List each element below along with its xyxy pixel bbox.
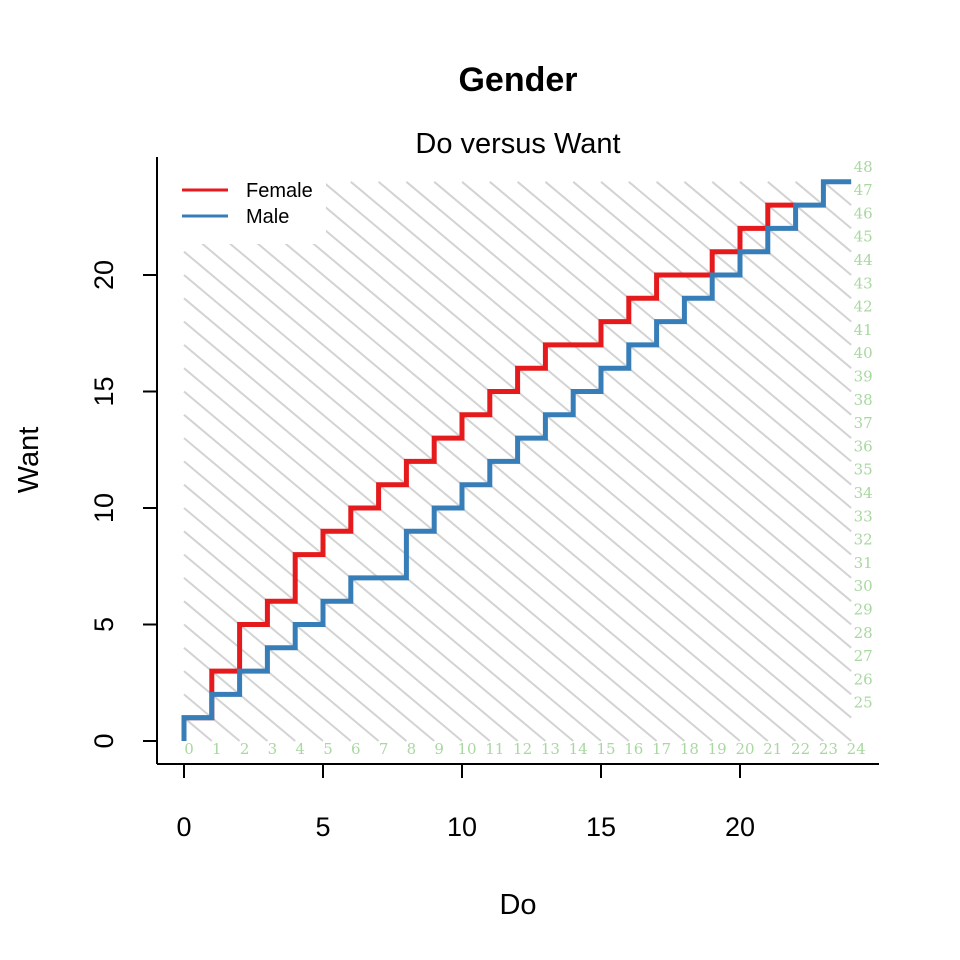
sum-label: 33: [854, 507, 873, 525]
sum-label: 35: [854, 461, 873, 479]
sum-label: 48: [854, 158, 873, 176]
hatch-line: [322, 181, 852, 626]
sum-label: 27: [854, 647, 873, 665]
sum-label: 12: [513, 740, 532, 758]
sum-label: 0: [184, 740, 194, 758]
sum-label: 10: [457, 740, 476, 758]
sum-label: 28: [854, 624, 873, 642]
sum-label: 19: [708, 740, 727, 758]
hatch-line: [183, 716, 213, 742]
sum-label: 23: [819, 740, 838, 758]
hatch-line: [183, 297, 713, 742]
sum-label: 40: [854, 344, 873, 362]
chart-title: Gender: [458, 61, 577, 99]
y-tick-label: 0: [89, 733, 119, 748]
hatch-line: [183, 483, 491, 742]
sum-label: 4: [295, 740, 305, 758]
sum-label: 5: [323, 740, 333, 758]
x-tick-label: 10: [447, 812, 477, 842]
hatch-line: [489, 181, 852, 486]
sum-label: 17: [652, 740, 671, 758]
sum-label: 38: [854, 391, 873, 409]
sum-label: 7: [379, 740, 389, 758]
sum-label: 16: [624, 740, 643, 758]
y-axis-ticks: 0 5 10 15 20: [89, 260, 157, 749]
hatch-line: [767, 181, 852, 253]
sum-label: 9: [434, 740, 444, 758]
sum-label: 15: [596, 740, 615, 758]
sum-label: 22: [791, 740, 810, 758]
sum-label: 41: [854, 321, 873, 339]
hatch-line: [211, 181, 852, 719]
sum-label: 11: [485, 740, 504, 758]
hatch-line: [711, 181, 852, 300]
hatch-line: [822, 181, 852, 206]
hatch-line: [544, 181, 852, 439]
sum-label: 37: [854, 414, 873, 432]
sum-label: 3: [268, 740, 278, 758]
x-tick-label: 15: [586, 812, 616, 842]
x-tick-label: 5: [315, 812, 330, 842]
hatch-line: [183, 204, 825, 742]
sum-label: 34: [854, 484, 873, 502]
hatch-line: [183, 623, 324, 742]
hatch-line: [655, 181, 852, 346]
sum-label: 46: [854, 204, 873, 222]
hatch-line: [183, 670, 269, 742]
hatch-line: [433, 181, 852, 533]
hatch-line: [600, 181, 852, 393]
sum-label: 20: [735, 740, 754, 758]
legend-box: [168, 172, 326, 244]
hatch-line: [183, 437, 547, 742]
sum-label: 30: [854, 577, 873, 595]
x-tick-label: 0: [176, 812, 191, 842]
y-tick-label: 15: [89, 376, 119, 406]
sum-label: 42: [854, 298, 873, 316]
series-layer: [181, 179, 852, 741]
sum-label: 6: [351, 740, 361, 758]
sum-label: 43: [854, 274, 873, 292]
sum-label: 24: [847, 740, 866, 758]
sum-label: 8: [407, 740, 417, 758]
sum-label: 45: [854, 228, 873, 246]
hatch-line: [183, 390, 602, 742]
sum-label: 21: [763, 740, 782, 758]
hatch-line: [183, 530, 435, 742]
sum-label: 47: [854, 181, 873, 199]
y-tick-label: 5: [89, 617, 119, 632]
x-axis-ticks: 0 5 10 15 20: [176, 764, 755, 842]
hatch-line: [266, 181, 852, 672]
sum-label: 18: [680, 740, 699, 758]
legend-label-female: Female: [246, 180, 313, 202]
legend: Female Male: [182, 180, 313, 228]
y-tick-label: 10: [89, 493, 119, 523]
sum-label: 32: [854, 531, 873, 549]
chart-subtitle: Do versus Want: [415, 128, 620, 160]
sum-label: 13: [541, 740, 560, 758]
series-line-female: [181, 202, 796, 741]
y-tick-label: 20: [89, 260, 119, 290]
y-axis-label: Want: [13, 427, 45, 494]
sum-label: 29: [854, 601, 873, 619]
sum-label: 31: [854, 554, 873, 572]
sum-label: 2: [240, 740, 250, 758]
hatch-line: [183, 577, 380, 742]
hatch-line: [377, 181, 852, 579]
sum-label: 44: [854, 251, 873, 269]
hatch-line: [183, 250, 769, 742]
sum-label: 36: [854, 437, 873, 455]
diagonal-sum-labels: 0 1 2 3 4 5 6 7 8 9 10 11 12 13 14 15 16 17 18 19 20 21 22 23 24…: [184, 158, 873, 758]
legend-label-male: Male: [246, 206, 289, 228]
sum-label: 26: [854, 670, 873, 688]
sum-label: 14: [569, 740, 588, 758]
hatch-line: [183, 344, 658, 742]
sum-label: 39: [854, 368, 873, 386]
sum-label: 1: [212, 740, 222, 758]
sum-label: 25: [854, 694, 873, 712]
x-axis-label: Do: [499, 889, 536, 921]
x-tick-label: 20: [725, 812, 755, 842]
series-line-male: [181, 179, 852, 741]
